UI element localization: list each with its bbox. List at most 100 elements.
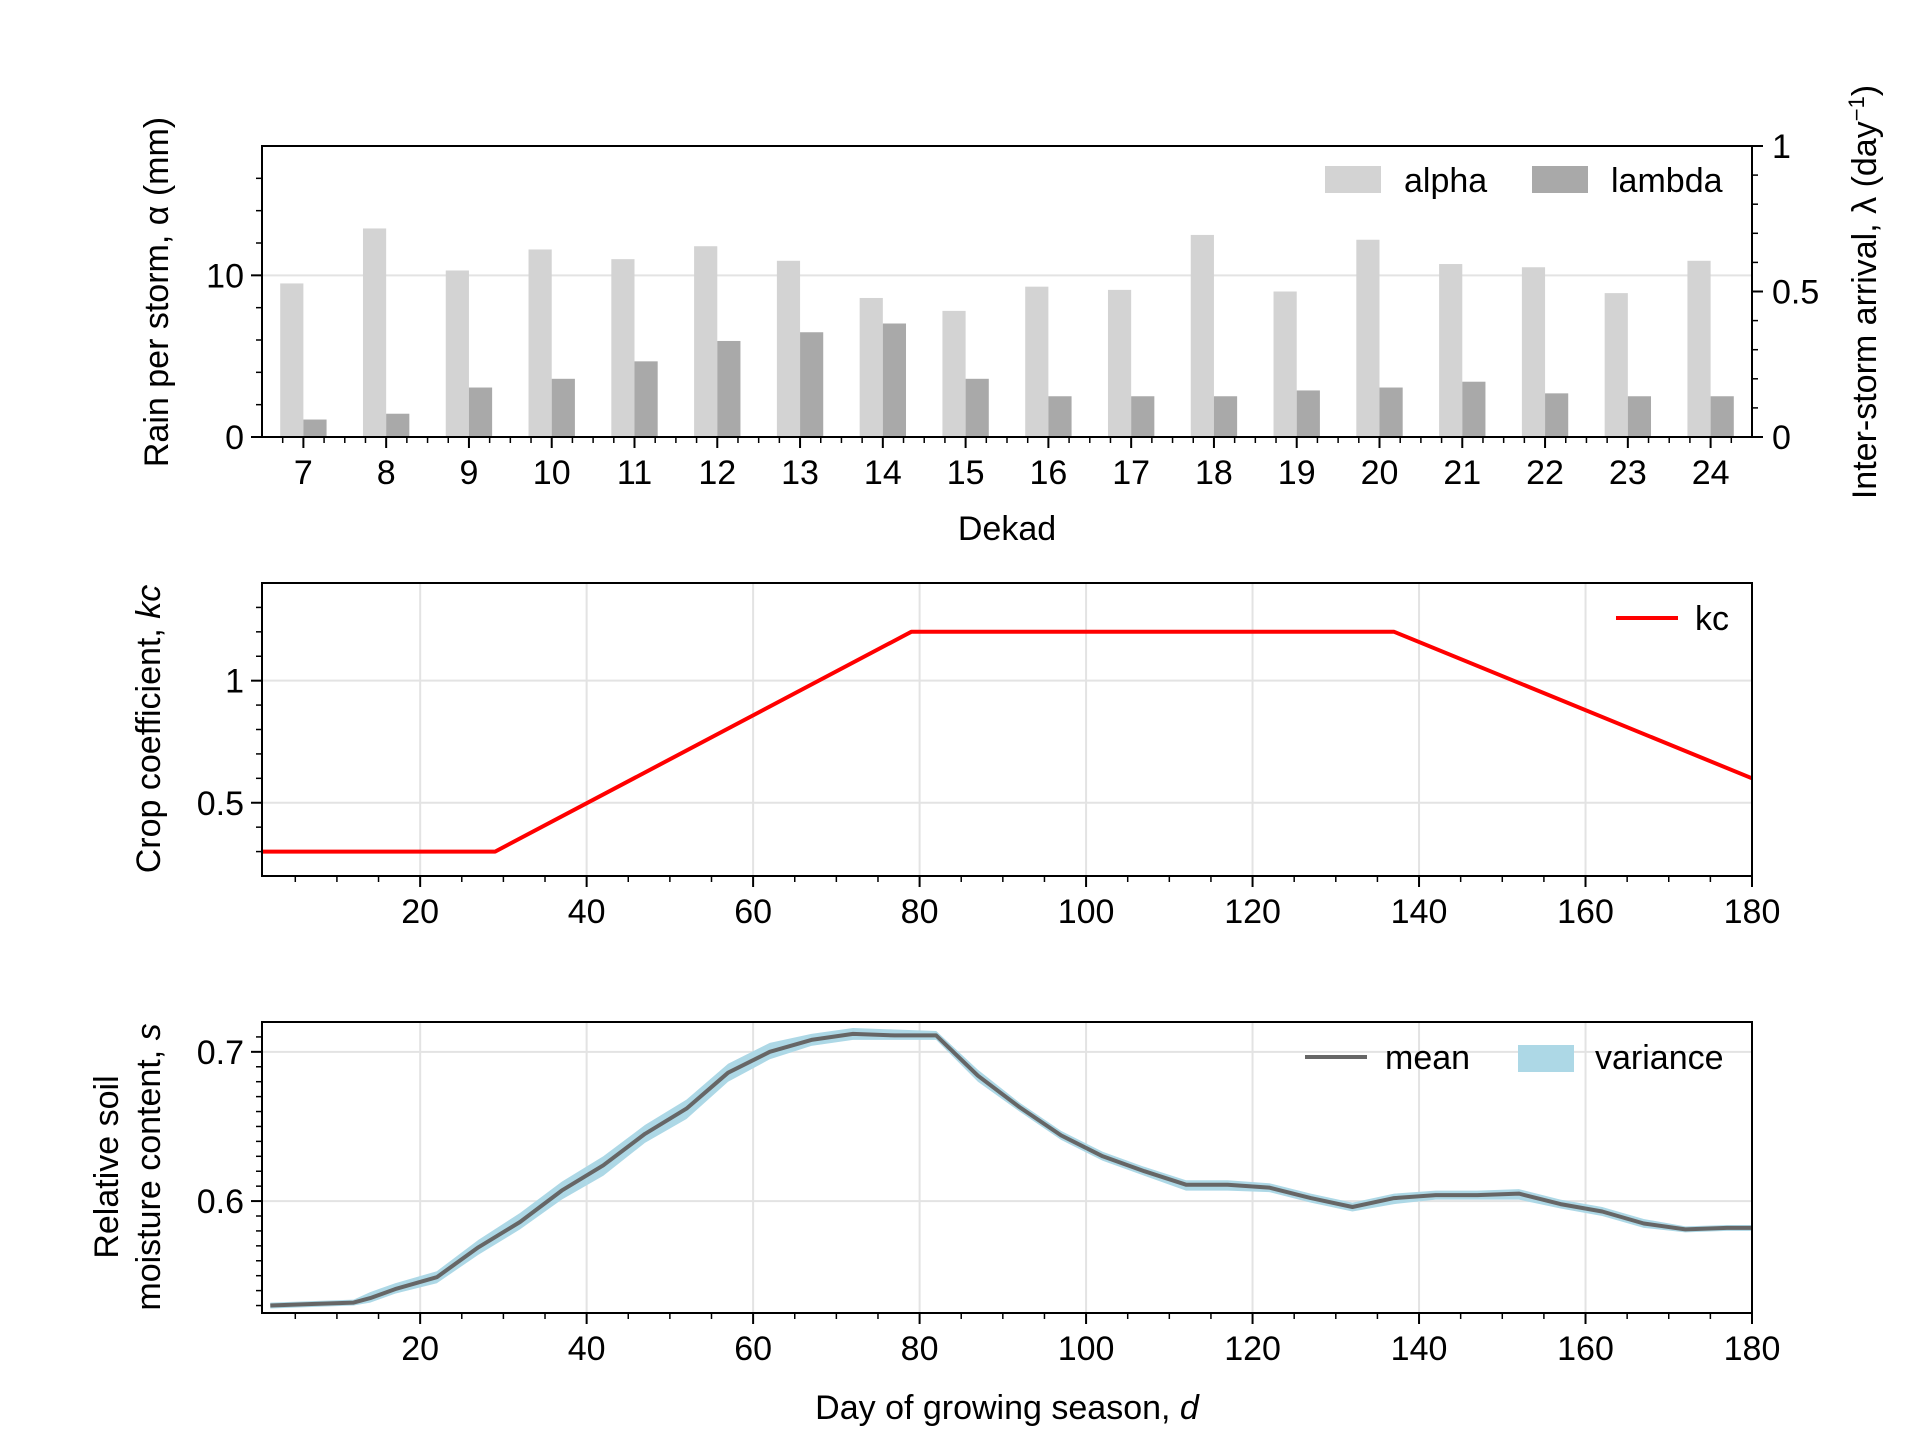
rain-bars [280,228,1734,437]
alpha-bar [694,246,718,437]
rain-x-tick-label: 10 [533,454,571,492]
soil-x-label-italic: d [1180,1389,1200,1427]
legend-variance-swatch [1518,1045,1574,1072]
rain-x-tick-label: 20 [1361,454,1399,492]
legend-alpha-label: alpha [1404,162,1487,200]
soil-plot-frame [261,1021,1753,1314]
rain-x-tick-label: 17 [1112,454,1150,492]
rain-y-tick-label: 0 [225,419,244,457]
rain-ticks [251,145,1763,448]
legend-variance-label: variance [1595,1039,1724,1077]
soil-y-label-main: moisture content, [130,1040,168,1310]
soil-x-tick-label: 100 [1058,1330,1115,1368]
kc-plot-frame [261,582,1753,877]
rain-x-tick-label: 12 [698,454,736,492]
lambda-bar [1379,387,1403,437]
lambda-bar [1710,396,1734,437]
kc-legend: kc [1616,600,1729,638]
kc-y-tick-label: 0.5 [197,785,244,823]
rain-x-tick-label: 15 [947,454,985,492]
kc-y-label-main: Crop coefficient, [130,619,168,874]
rain-x-tick-label: 9 [459,454,478,492]
lambda-bar [965,378,989,437]
soil-y-axis-label-line1: Relative soil [88,1075,126,1258]
alpha-bar [362,228,387,437]
lambda-bar [882,323,907,437]
lambda-y-label-sup: −1 [1844,96,1869,121]
lambda-bar [1462,381,1486,437]
rain-storm-panel: 7 8 9 10 11 12 13 14 15 16 17 18 19 20 21 22 23 24 0 10 0 0.5… [138,85,1884,548]
rain-tick-labels: 7 8 9 10 11 12 13 14 15 16 17 18 19 20 21 22 23 24 0 10 0 0.5… [206,128,1819,492]
alpha-bar [1273,291,1297,437]
rain-x-tick-label: 13 [781,454,819,492]
kc-x-tick-label: 40 [568,893,606,931]
soil-x-tick-label: 80 [901,1330,939,1368]
rain-x-tick-label: 21 [1443,454,1481,492]
kc-y-axis-label: Crop coefficient, kc [130,585,168,874]
legend-alpha-swatch [1325,166,1381,193]
alpha-bar [1604,293,1628,437]
soil-x-label-main: Day of growing season, [815,1389,1180,1427]
rain-legend: alpha lambda [1325,162,1723,200]
lambda-bar [1048,396,1072,437]
lambda-y-tick-label: 0 [1772,419,1791,457]
alpha-bar [280,283,304,437]
lambda-bar [1131,396,1155,437]
kc-x-tick-label: 140 [1391,893,1448,931]
alpha-bar [1356,239,1380,437]
lambda-bar [551,378,575,437]
legend-mean-label: mean [1385,1039,1470,1077]
kc-x-tick-label: 60 [734,893,772,931]
alpha-bar [528,249,552,437]
legend-lambda-swatch [1532,166,1588,193]
alpha-bar [1439,264,1463,437]
soil-tick-labels: 20 40 60 80 100 120 140 160 180 0.6 0.7 [197,1034,1781,1368]
soil-x-tick-label: 140 [1391,1330,1448,1368]
rain-x-tick-label: 8 [377,454,396,492]
rain-x-tick-label: 22 [1526,454,1564,492]
kc-x-tick-label: 160 [1557,893,1614,931]
kc-y-label-italic: kc [130,585,168,619]
rain-x-tick-label: 19 [1278,454,1316,492]
lambda-y-tick-label: 0.5 [1772,274,1819,312]
lambda-bar [1627,396,1652,437]
lambda-bar [1545,393,1569,437]
soil-y-label-italic: s [130,1023,168,1040]
alpha-bar [776,260,801,437]
kc-x-tick-label: 180 [1724,893,1781,931]
lambda-y-tick-label: 1 [1772,128,1791,166]
lambda-bar [1213,396,1238,437]
alpha-bar [942,310,966,437]
kc-ticks [251,606,1753,887]
alpha-bar [1107,289,1132,437]
lambda-bar [1296,390,1320,437]
soil-ticks [251,1036,1753,1324]
lambda-y-label-main: Inter-storm arrival, λ (day [1846,121,1884,499]
lambda-y-label-end: ) [1846,85,1884,96]
soil-y-tick-label: 0.7 [197,1034,244,1072]
kc-x-tick-label: 20 [401,893,439,931]
lambda-bar [634,361,658,437]
soil-x-tick-label: 180 [1724,1330,1781,1368]
alpha-bar [1687,260,1711,437]
rain-y-axis-label: Rain per storm, α (mm) [138,117,176,467]
rain-x-tick-label: 16 [1029,454,1067,492]
soil-x-tick-label: 40 [568,1330,606,1368]
rain-x-tick-label: 24 [1692,454,1730,492]
lambda-bar [468,387,493,437]
kc-line [262,629,1753,854]
alpha-bar [1190,234,1214,437]
kc-grid [262,583,1752,876]
kc-x-tick-label: 80 [901,893,939,931]
alpha-bar [611,259,635,437]
lambda-bar [717,340,741,437]
soil-x-axis-label: Day of growing season, d [815,1389,1200,1427]
alpha-bar [445,270,469,437]
kc-tick-labels: 20 40 60 80 100 120 140 160 180 0.5 1 [197,663,1781,931]
rain-x-tick-label: 18 [1195,454,1233,492]
crop-coefficient-panel: 20 40 60 80 100 120 140 160 180 0.5 1 Crop coeffic… [130,582,1781,931]
soil-x-tick-label: 160 [1557,1330,1614,1368]
lambda-bar [303,419,327,437]
soil-y-axis-label-line2: moisture content, s [130,1023,168,1310]
legend-lambda-label: lambda [1611,162,1723,200]
